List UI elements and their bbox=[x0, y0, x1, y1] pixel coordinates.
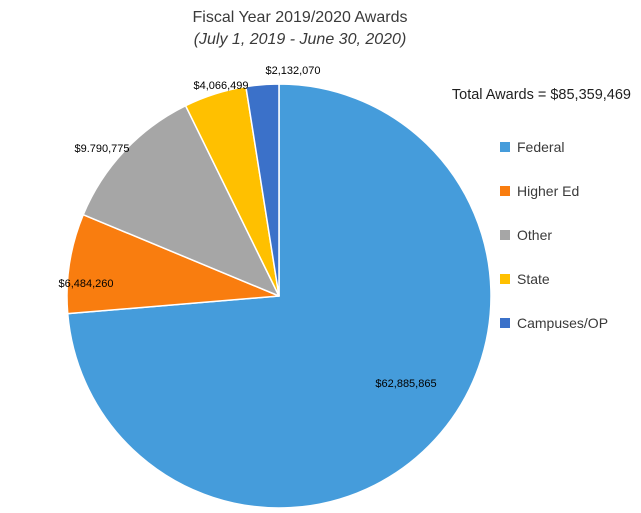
chart-subtitle: (July 1, 2019 - June 30, 2020) bbox=[193, 31, 407, 48]
pie-slice-other bbox=[82, 104, 280, 297]
slice-value-label-higher-ed: $6,484,260 bbox=[58, 278, 114, 290]
legend-swatch-other bbox=[500, 229, 510, 240]
legend-item-other: Other bbox=[500, 226, 608, 243]
slice-value-label-state: $4,066,499 bbox=[193, 80, 249, 92]
chart-title: Fiscal Year 2019/2020 Awards bbox=[192, 9, 408, 26]
legend-label-state: State bbox=[517, 270, 550, 287]
slice-value-label-campuses-op: $2,132,070 bbox=[265, 65, 321, 77]
pie-slices bbox=[66, 83, 492, 509]
legend-swatch-higher-ed bbox=[500, 185, 510, 196]
legend-item-campuses-op: Campuses/OP bbox=[500, 314, 609, 331]
total-awards-text: Total Awards = $85,359,469 bbox=[451, 87, 631, 103]
slice-value-label-other: $9.790,775 bbox=[74, 143, 130, 155]
legend-label-higher-ed: Higher Ed bbox=[517, 182, 580, 199]
legend-label-other: Other bbox=[517, 226, 553, 243]
legend-item-state: State bbox=[500, 270, 608, 287]
legend-swatch-federal bbox=[500, 141, 510, 152]
legend-label-federal: Federal bbox=[517, 138, 565, 155]
legend-item-federal: Federal bbox=[500, 138, 608, 155]
legend-swatch-campuses-op bbox=[500, 317, 510, 328]
legend: Federal Higher Ed Other State Campuses/O… bbox=[500, 138, 609, 331]
pie-slice-higher-ed bbox=[66, 213, 280, 315]
legend-item-higher-ed: Higher Ed bbox=[500, 182, 608, 199]
legend-label-campuses-op: Campuses/OP bbox=[517, 314, 609, 331]
legend-swatch-state bbox=[500, 273, 510, 284]
pie-slice-campuses-op bbox=[245, 83, 280, 297]
slice-value-label-federal: $62,885,865 bbox=[375, 378, 437, 390]
